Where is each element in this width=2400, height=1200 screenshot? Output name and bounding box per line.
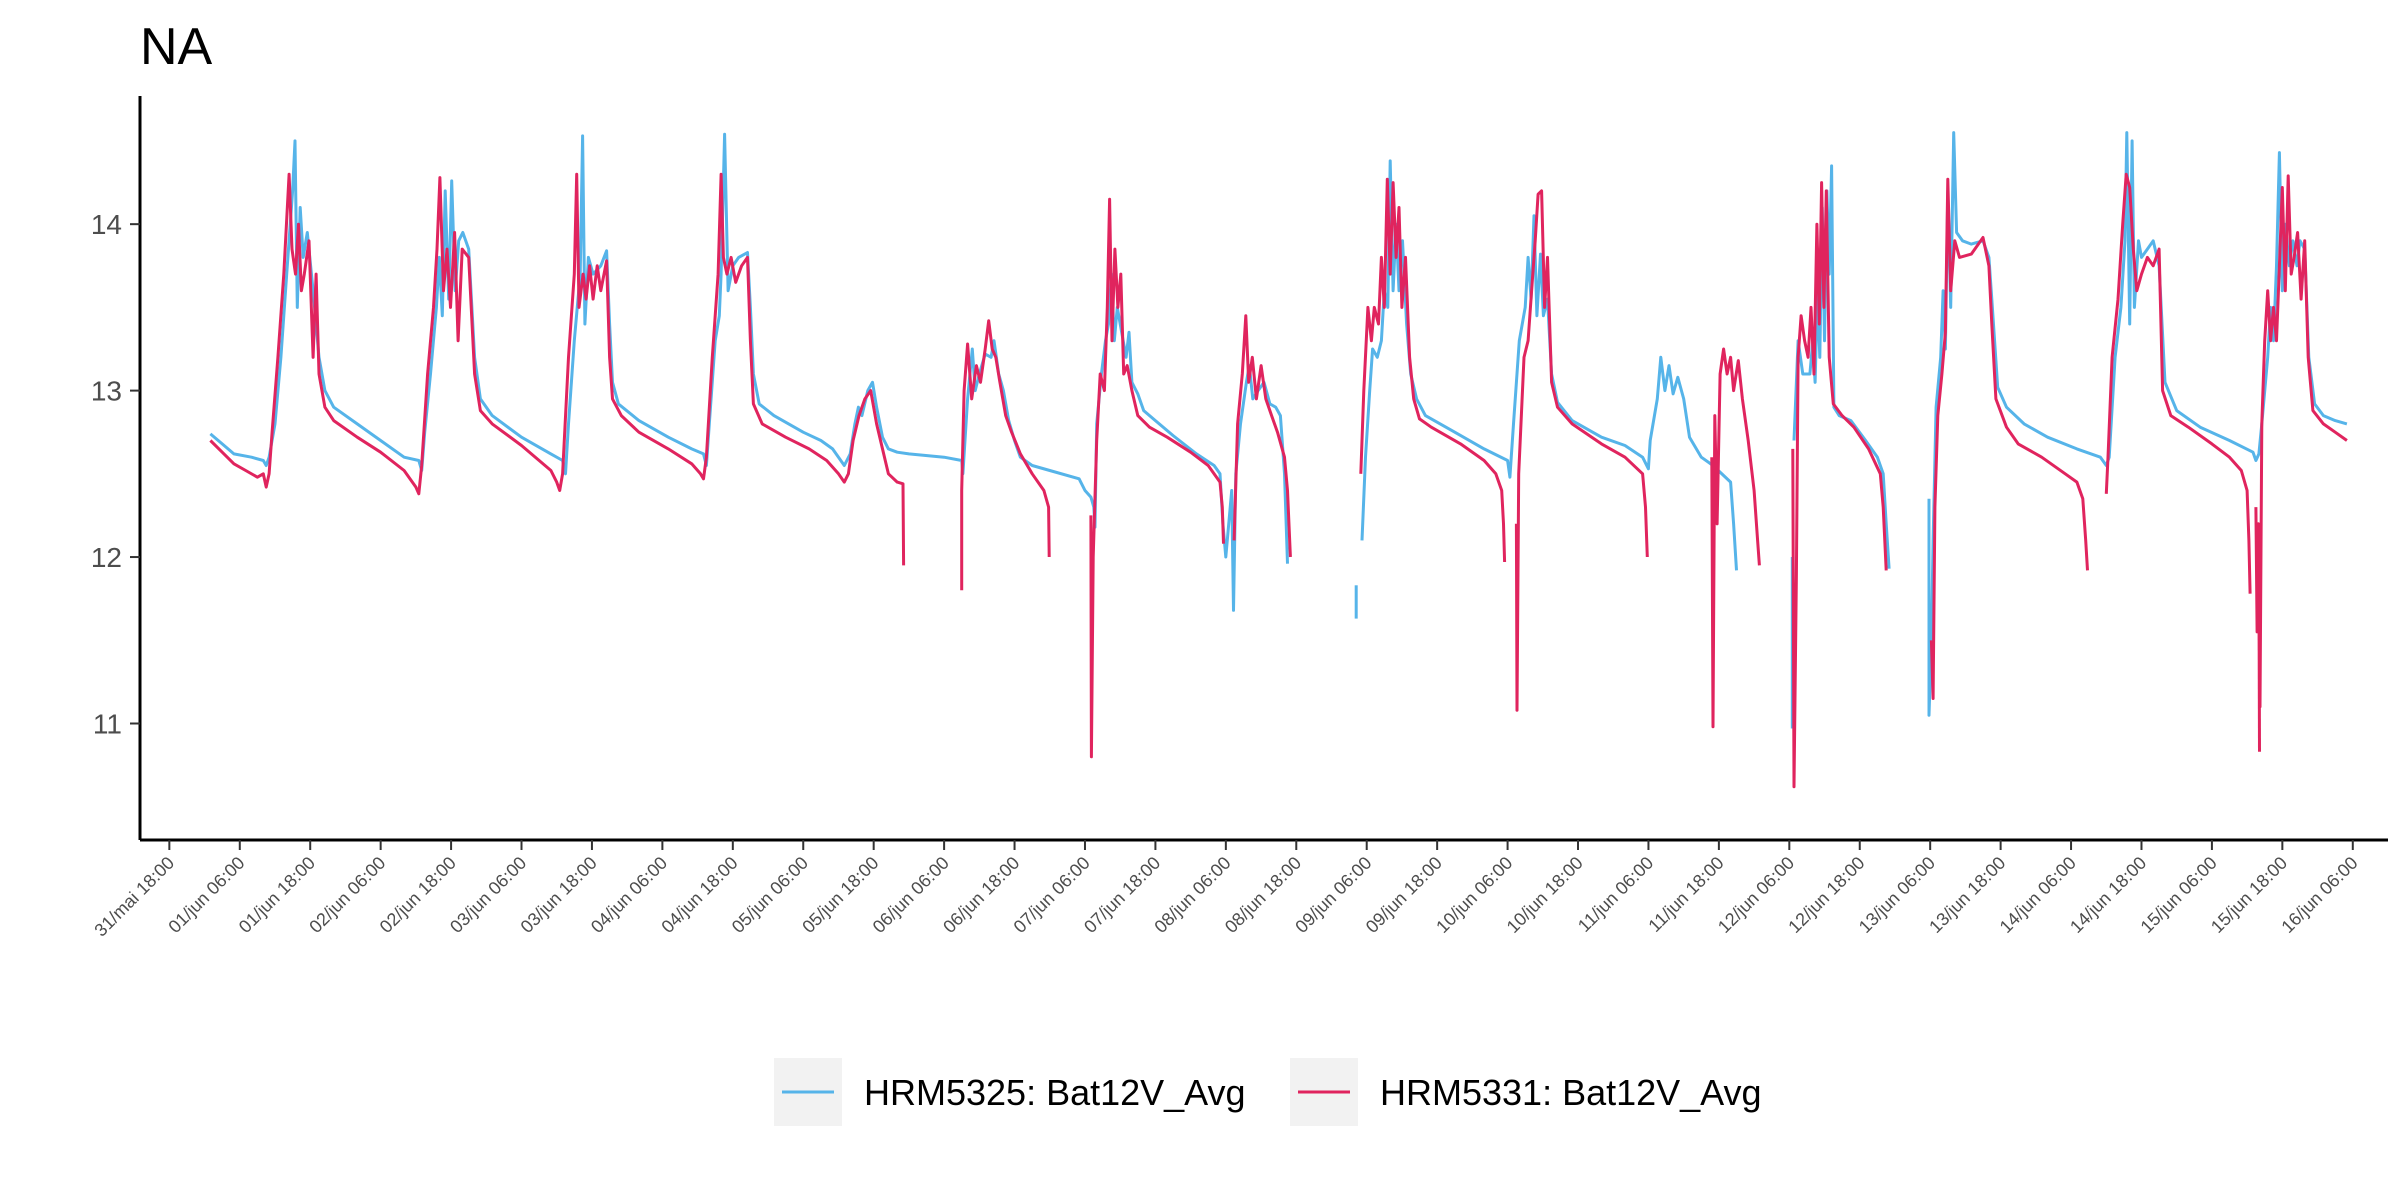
plot-series — [209, 131, 2348, 789]
legend: HRM5325: Bat12V_Avg HRM5331: Bat12V_Avg — [774, 1058, 1762, 1126]
x-tick-label: 16/jun 06:00 — [2277, 853, 2361, 937]
y-tick-label: 13 — [91, 376, 122, 407]
legend-item-2: HRM5331: Bat12V_Avg — [1290, 1058, 1762, 1126]
y-tick-label: 11 — [93, 708, 122, 739]
y-tick-label: 12 — [91, 542, 122, 573]
legend-label: HRM5325: Bat12V_Avg — [864, 1072, 1246, 1113]
series-2-line-5 — [1359, 177, 1507, 563]
x-tick-label: 10/jun 18:00 — [1503, 853, 1587, 937]
series-2-line-3 — [1089, 197, 1225, 759]
series-2-line-8 — [1791, 181, 1888, 789]
series-2-line-12 — [2257, 565, 2261, 752]
chart-title: NA — [140, 18, 213, 76]
series-2 — [209, 172, 2348, 789]
series-2-line-6 — [1514, 189, 1649, 712]
series-2-line-11 — [2254, 174, 2348, 709]
x-tick-label: 31/mai 18:00 — [90, 853, 178, 941]
series-2-line-10 — [2104, 172, 2252, 594]
series-2-line-2 — [960, 319, 1051, 591]
legend-item-1: HRM5325: Bat12V_Avg — [774, 1058, 1246, 1126]
series-2-line-7 — [1710, 347, 1761, 729]
series-2-line-1 — [209, 172, 906, 566]
series-2-line-9 — [1929, 177, 2089, 700]
series-1 — [209, 131, 2348, 729]
y-tick-label: 14 — [91, 209, 122, 240]
series-1-line-5 — [1792, 164, 1891, 569]
series-2-line-4 — [1232, 314, 1292, 558]
legend-label: HRM5331: Bat12V_Avg — [1380, 1072, 1762, 1113]
series-1-line-3 — [1360, 159, 1738, 571]
